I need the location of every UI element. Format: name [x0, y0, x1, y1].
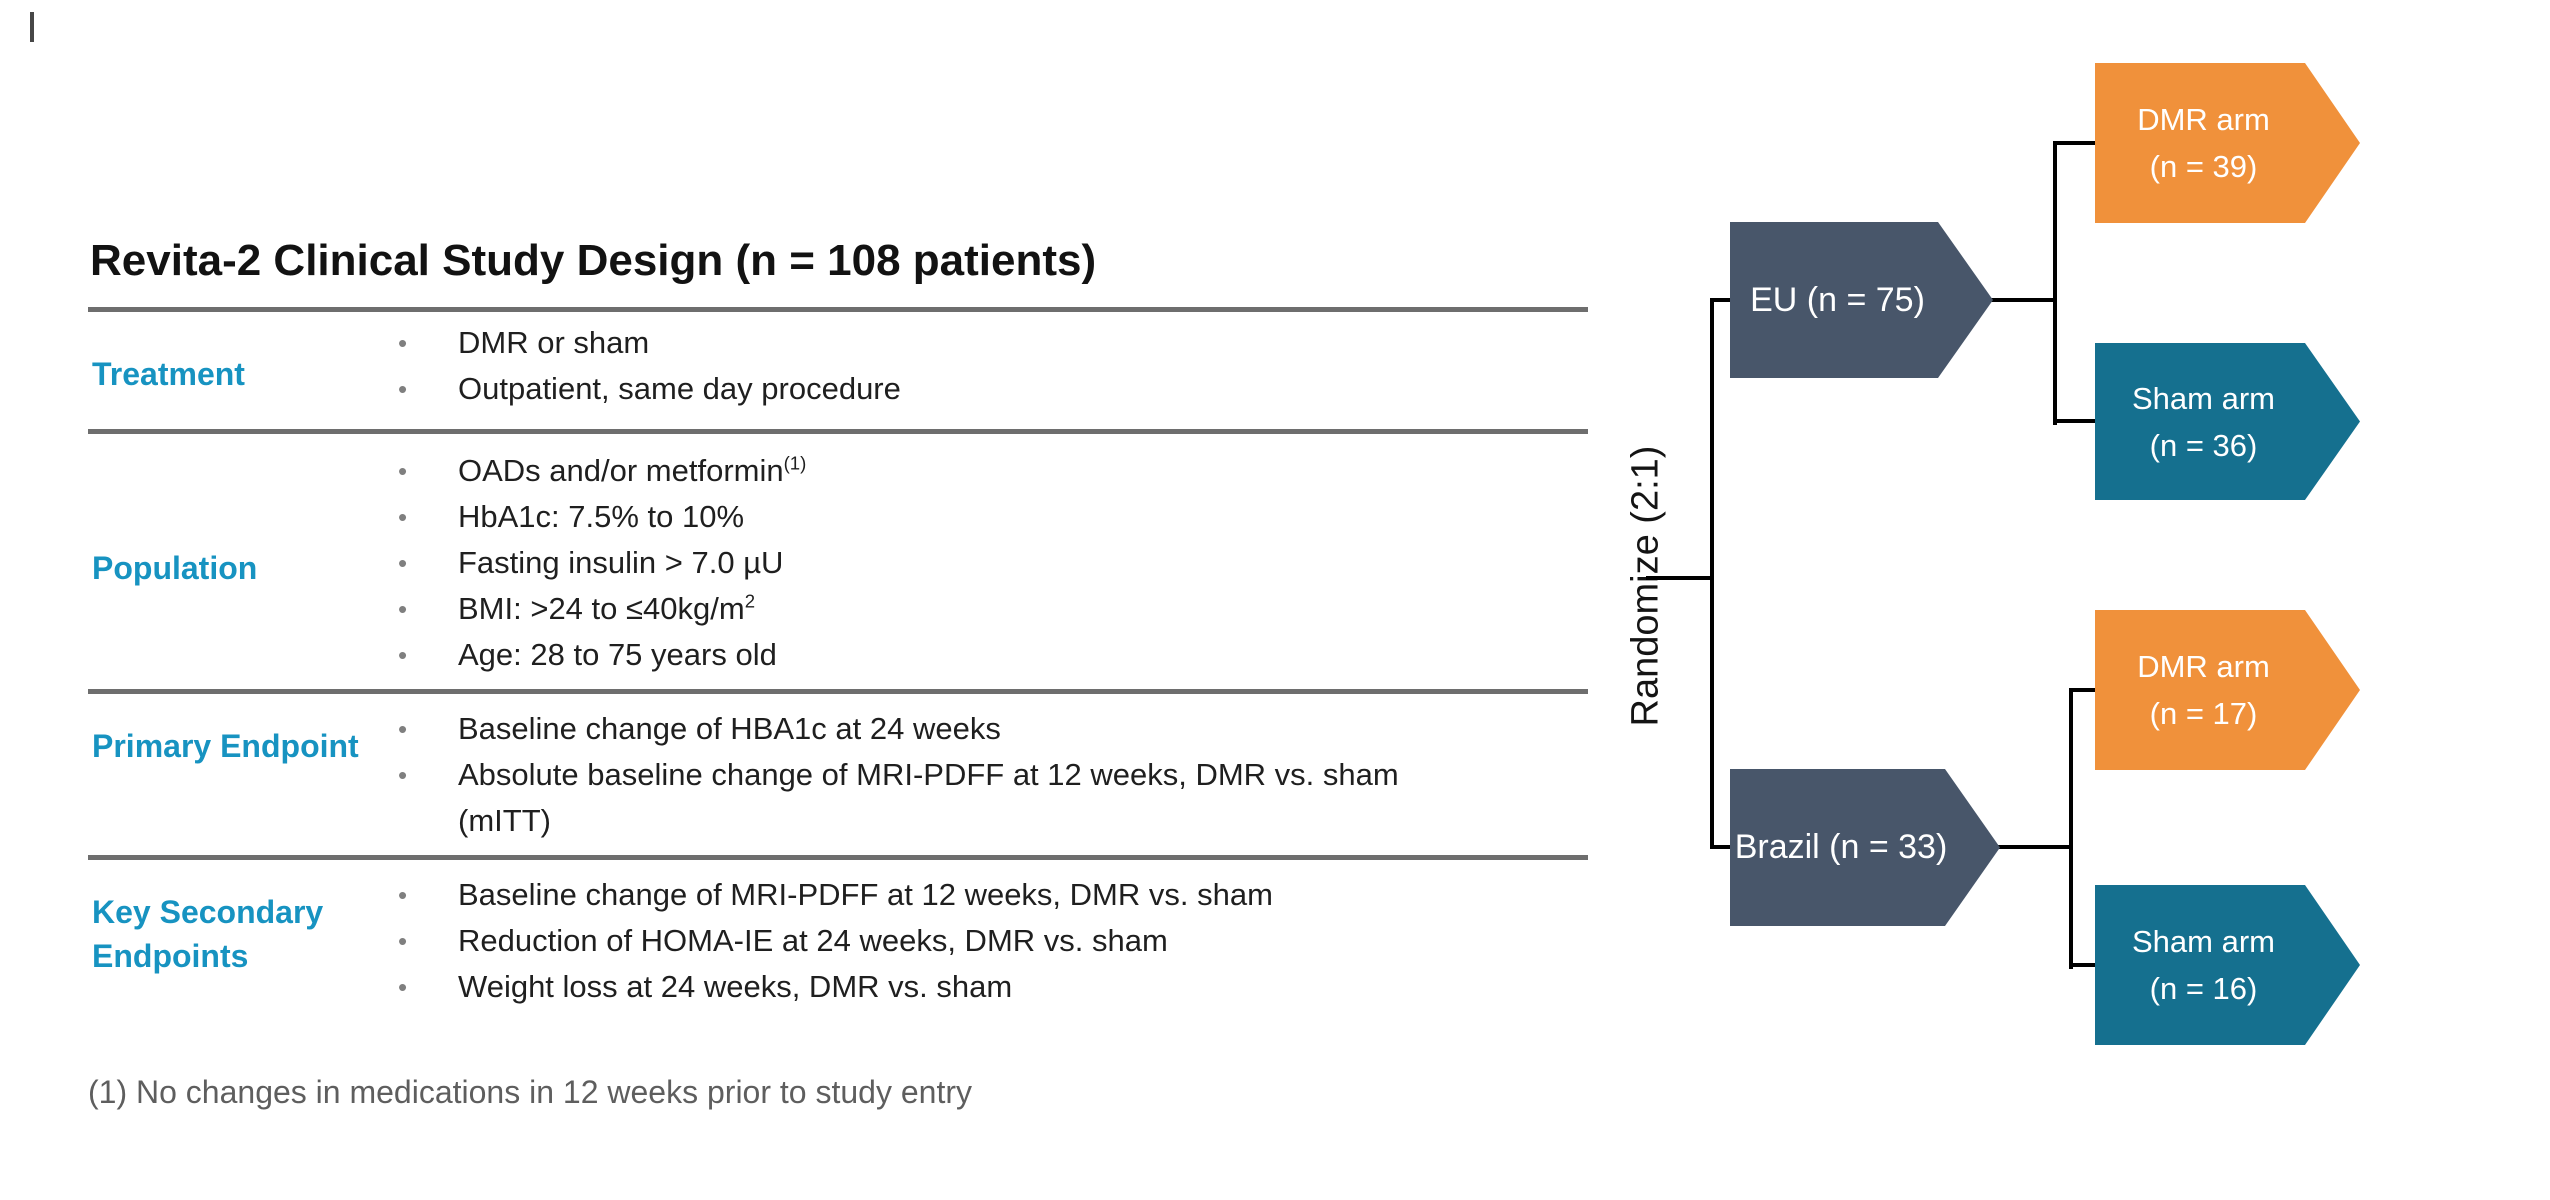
row-label-population: Population — [92, 550, 258, 586]
table-divider-top — [88, 307, 1588, 312]
row-label-primary-endpoint: Primary Endpoint — [92, 728, 359, 764]
bullet-dot-icon: • — [398, 328, 408, 358]
bullet-text: Outpatient, same day procedure — [458, 371, 901, 406]
bullet-dot-icon: • — [398, 880, 408, 910]
connector-sham16-stub — [2069, 963, 2097, 967]
arm-arrow-eu-dmr: DMR arm (n = 39) — [2095, 63, 2360, 223]
bullet-text: DMR or sham — [458, 325, 650, 360]
arm-arrow-brazil-sham-name: Sham arm — [2132, 924, 2275, 959]
table-divider-after-treatment — [88, 429, 1588, 434]
bullet-item: • HbA1c: 7.5% to 10% — [398, 494, 1458, 540]
connector-dmr39-stub — [2053, 141, 2097, 145]
connector-left-bracket — [1710, 298, 1714, 849]
arm-arrow-eu-dmr-name: DMR arm — [2137, 102, 2270, 137]
bullet-dot-icon: • — [398, 760, 408, 790]
group-arrow-eu-label: EU (n = 75) — [1750, 280, 1925, 319]
group-arrow-eu: EU (n = 75) — [1730, 222, 1993, 378]
bullet-text: Reduction of HOMA-IE at 24 weeks, DMR vs… — [458, 923, 1168, 958]
row-label-treatment: Treatment — [92, 356, 245, 392]
bullet-dot-icon: • — [398, 594, 408, 624]
connector-brazil-tip-line — [1995, 845, 2073, 849]
table-divider-after-primary — [88, 855, 1588, 860]
page-title: Revita-2 Clinical Study Design (n = 108 … — [90, 236, 1097, 285]
bullet-list-population: • OADs and/or metformin(1) • HbA1c: 7.5% to… — [398, 448, 1458, 678]
bullet-dot-icon: • — [398, 374, 408, 404]
edge-artifact-mark — [30, 12, 34, 42]
bullet-dot-icon: • — [398, 502, 408, 532]
bullet-item: • Age: 28 to 75 years old — [398, 632, 1458, 678]
bullet-text: OADs and/or metformin(1) — [458, 452, 807, 488]
group-arrow-brazil-label: Brazil (n = 33) — [1734, 828, 1948, 866]
arm-arrow-brazil-dmr-n: (n = 17) — [2149, 696, 2258, 731]
bullet-text: Weight loss at 24 weeks, DMR vs. sham — [458, 969, 1013, 1004]
arm-arrow-eu-sham-name: Sham arm — [2132, 380, 2275, 416]
bullet-list-primary-endpoint: • Baseline change of HBA1c at 24 weeks • Ab… — [398, 706, 1458, 844]
bullet-list-treatment: • DMR or sham • Outpatient, same day proced… — [398, 320, 1458, 412]
bullet-text: Baseline change of HBA1c at 24 weeks — [458, 711, 1001, 746]
arm-arrow-brazil-dmr: DMR arm (n = 17) — [2095, 610, 2360, 770]
bullet-text: Age: 28 to 75 years old — [458, 637, 777, 672]
bullet-item: • Weight loss at 24 weeks, DMR vs. sham — [398, 964, 1458, 1010]
bullet-item: • BMI: >24 to ≤40kg/m2 — [398, 586, 1458, 632]
row-label-key-secondary-endpoints: Key Secondary Endpoints — [92, 894, 324, 974]
bullet-item: • Reduction of HOMA-IE at 24 weeks, DMR v… — [398, 918, 1458, 964]
bullet-dot-icon: • — [398, 926, 408, 956]
table-divider-after-population — [88, 689, 1588, 694]
bullet-text: Baseline change of MRI-PDFF at 12 weeks,… — [458, 877, 1273, 912]
connector-eu-tip-line — [1985, 298, 2057, 302]
bullet-item: • OADs and/or metformin(1) — [398, 448, 1458, 494]
connector-randomize-stub — [1646, 576, 1712, 580]
bullet-item: • Baseline change of MRI-PDFF at 12 weeks… — [398, 872, 1458, 918]
footnote: (1) No changes in medications in 12 week… — [88, 1074, 972, 1110]
connector-brazil-stub — [1710, 845, 1734, 849]
connector-sham36-stub — [2053, 419, 2097, 423]
arm-arrow-eu-sham-n: (n = 36) — [2149, 427, 2258, 463]
bullet-dot-icon: • — [398, 714, 408, 744]
bullet-dot-icon: • — [398, 640, 408, 670]
connector-eu-arms-bracket — [2053, 141, 2057, 425]
bullet-item: • Fasting insulin > 7.0 µU — [398, 540, 1458, 586]
bullet-text: BMI: >24 to ≤40kg/m2 — [458, 590, 756, 626]
bullet-item: • Outpatient, same day procedure — [398, 366, 1458, 412]
bullet-dot-icon: • — [398, 548, 408, 578]
bullet-item: • Baseline change of HBA1c at 24 weeks — [398, 706, 1458, 752]
group-arrow-brazil: Brazil (n = 33) — [1730, 769, 2000, 926]
randomize-label: Randomize (2:1) — [1624, 445, 1667, 727]
connector-brazil-arms-bracket — [2069, 688, 2073, 969]
bullet-list-key-secondary-endpoints: • Baseline change of MRI-PDFF at 12 weeks… — [398, 872, 1458, 1010]
bullet-item: • Absolute baseline change of MRI-PDFF at… — [398, 752, 1458, 844]
arm-arrow-brazil-dmr-name: DMR arm — [2137, 649, 2270, 684]
arm-arrow-eu-dmr-n: (n = 39) — [2149, 149, 2258, 184]
bullet-text: Absolute baseline change of MRI-PDFF at … — [458, 757, 1399, 838]
arm-arrow-brazil-sham: Sham arm (n = 16) — [2095, 885, 2360, 1045]
arm-arrow-eu-sham: Sham arm (n = 36) — [2095, 343, 2360, 500]
connector-eu-stub — [1710, 298, 1734, 302]
bullet-dot-icon: • — [398, 972, 408, 1002]
arm-arrow-brazil-sham-n: (n = 16) — [2149, 971, 2258, 1006]
bullet-item: • DMR or sham — [398, 320, 1458, 366]
connector-dmr17-stub — [2069, 688, 2097, 692]
bullet-dot-icon: • — [398, 456, 408, 486]
bullet-text: Fasting insulin > 7.0 µU — [458, 545, 784, 580]
bullet-text: HbA1c: 7.5% to 10% — [458, 499, 745, 534]
